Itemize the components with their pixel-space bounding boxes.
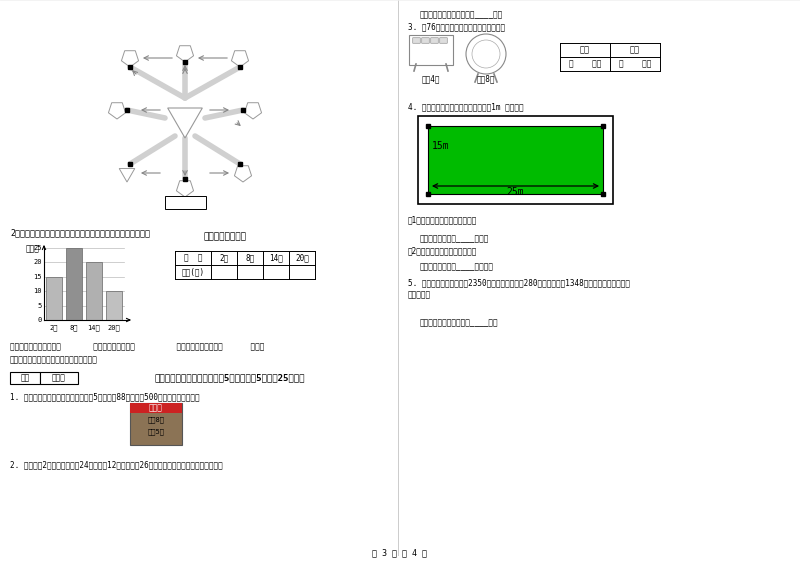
Text: 4. 在一块长方形的花坛四周，铺上宽1m 的小路。: 4. 在一块长方形的花坛四周，铺上宽1m 的小路。 (408, 102, 524, 111)
Text: 14时: 14时 (88, 324, 100, 331)
Text: 25m: 25m (506, 187, 524, 197)
Text: 入门: 入门 (180, 198, 190, 206)
Text: 圆桌: 圆桌 (580, 46, 590, 54)
Text: 评卷人: 评卷人 (52, 373, 66, 383)
Text: （2）小路的面积是多少平方米？: （2）小路的面积是多少平方米？ (408, 246, 478, 255)
FancyBboxPatch shape (413, 38, 420, 44)
Text: 答：学校买乒乓球一共花了____元。: 答：学校买乒乓球一共花了____元。 (420, 10, 503, 19)
Polygon shape (177, 181, 194, 197)
Text: 售票处: 售票处 (149, 403, 163, 412)
Text: 2时: 2时 (219, 254, 229, 263)
Text: 时  间: 时 间 (184, 254, 202, 263)
Text: 15m: 15m (432, 141, 450, 151)
Text: 答：花坛的面积是____平方米: 答：花坛的面积是____平方米 (420, 234, 490, 243)
Text: 20: 20 (34, 259, 42, 266)
Text: 25: 25 (34, 245, 42, 251)
Text: 8时: 8时 (70, 324, 78, 331)
Text: 20时: 20时 (295, 254, 309, 263)
FancyBboxPatch shape (40, 372, 78, 384)
Text: 1. 老师要带同学们参观科技馆，共有5名老师和88名学生，500元钱买门票够不够？: 1. 老师要带同学们参观科技馆，共有5名老师和88名学生，500元钱买门票够不够… (10, 392, 200, 401)
Text: 14时: 14时 (269, 254, 283, 263)
Text: 学生5元: 学生5元 (147, 429, 165, 435)
Text: （    ）张: （ ）张 (569, 59, 601, 68)
Polygon shape (168, 108, 202, 138)
Polygon shape (177, 46, 194, 62)
Text: 2、下面是气温自测仪上记录的某天四个不同时间的气温情况：: 2、下面是气温自测仪上记录的某天四个不同时间的气温情况： (10, 228, 150, 237)
Text: ①根据统计图填表: ①根据统计图填表 (203, 232, 246, 241)
Polygon shape (109, 103, 126, 119)
Text: ③实际算一算，这天的平均气温是多少度？: ③实际算一算，这天的平均气温是多少度？ (10, 355, 98, 364)
Text: 每桌4人: 每桌4人 (422, 74, 440, 83)
Text: （1）花坛的面积是多少平方米？: （1）花坛的面积是多少平方米？ (408, 215, 478, 224)
Polygon shape (231, 51, 249, 67)
FancyBboxPatch shape (428, 126, 603, 194)
Text: 第 3 页 共 4 页: 第 3 页 共 4 页 (373, 548, 427, 557)
Text: 8时: 8时 (246, 254, 254, 263)
Bar (106, 291, 122, 320)
Text: 2时: 2时 (50, 324, 58, 331)
FancyBboxPatch shape (418, 116, 613, 204)
FancyBboxPatch shape (409, 35, 453, 65)
Text: 六、活用知识，解决问题（共5小题，每题5分，共25分）。: 六、活用知识，解决问题（共5小题，每题5分，共25分）。 (154, 373, 306, 383)
Bar (66, 248, 82, 320)
Text: 成人8元: 成人8元 (147, 417, 165, 423)
Text: 得分: 得分 (20, 373, 30, 383)
Text: （    ）张: （ ）张 (619, 59, 651, 68)
Text: ②这一天的最高气温是（       ）度，最低气温是（         ）度，平均气温大约（      ）度。: ②这一天的最高气温是（ ）度，最低气温是（ ）度，平均气温大约（ ）度。 (10, 342, 264, 351)
FancyBboxPatch shape (165, 195, 206, 208)
Text: 5: 5 (38, 303, 42, 308)
Text: 15: 15 (34, 274, 42, 280)
Text: 10: 10 (34, 288, 42, 294)
Text: 方桌: 方桌 (630, 46, 640, 54)
FancyBboxPatch shape (440, 38, 447, 44)
FancyBboxPatch shape (422, 38, 430, 44)
Polygon shape (245, 103, 262, 119)
Text: 气温(度): 气温(度) (182, 267, 205, 276)
Text: 0: 0 (38, 317, 42, 323)
Text: 20时: 20时 (108, 324, 120, 331)
Text: 书多少本？: 书多少本？ (408, 290, 431, 299)
FancyBboxPatch shape (430, 38, 438, 44)
Circle shape (466, 34, 506, 74)
Polygon shape (234, 166, 251, 182)
Text: 每桌8人: 每桌8人 (477, 74, 495, 83)
Text: 答：小路的面积是____平方米。: 答：小路的面积是____平方米。 (420, 262, 494, 271)
Text: 5. 学校图书室原有故事书2350本，现在又买来了280本，并借出了1348本，现在图书室有故事: 5. 学校图书室原有故事书2350本，现在又买来了280本，并借出了1348本，… (408, 278, 630, 287)
FancyBboxPatch shape (130, 403, 182, 413)
Text: 2. 学校要买2箱乒乓球，每箱24盒，每盒12个，每盒卖26元，学校买乒乓球一共花了多少钱？: 2. 学校要买2箱乒乓球，每箱24盒，每盒12个，每盒卖26元，学校买乒乓球一共… (10, 460, 222, 469)
Text: 3. 有76位客人用餐，可以怎样安排桌子？: 3. 有76位客人用餐，可以怎样安排桌子？ (408, 22, 505, 31)
FancyBboxPatch shape (10, 372, 40, 384)
Bar (86, 262, 102, 320)
FancyBboxPatch shape (130, 403, 182, 445)
Polygon shape (122, 51, 138, 67)
Bar (46, 277, 62, 320)
Text: （度）: （度） (26, 244, 40, 253)
Polygon shape (119, 168, 134, 182)
Circle shape (472, 40, 500, 68)
Text: 答：现在图书室有故事书____本。: 答：现在图书室有故事书____本。 (420, 318, 498, 327)
